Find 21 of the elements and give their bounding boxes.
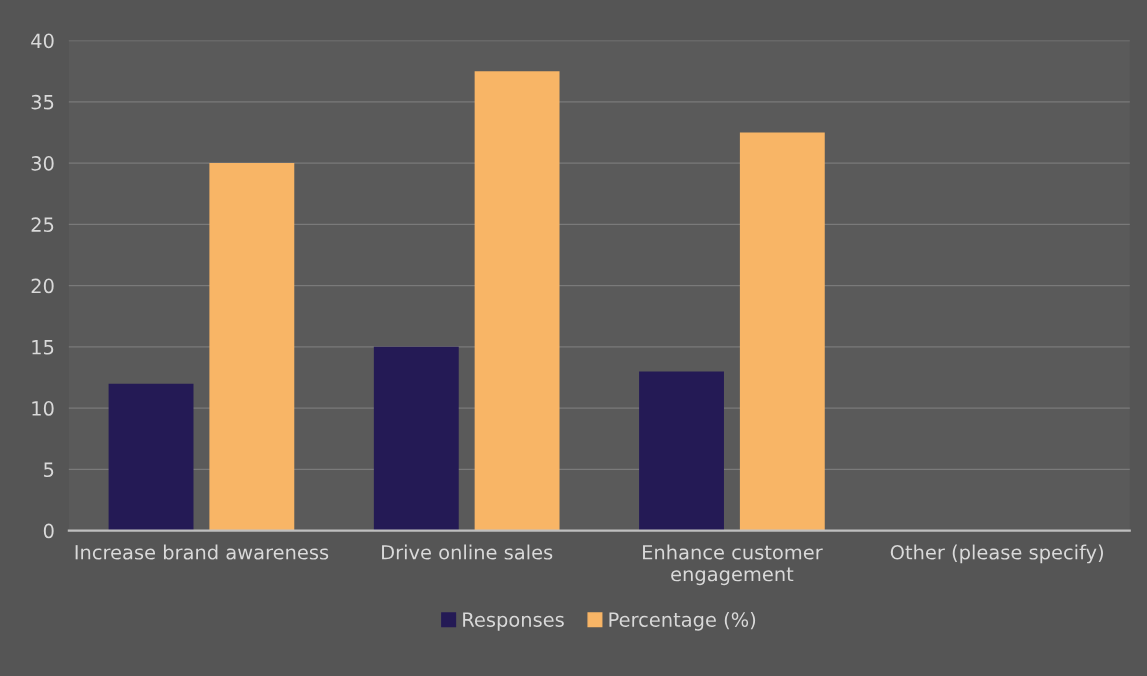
bar (474, 71, 560, 531)
legend-label: Responses (463, 612, 564, 631)
bar (739, 132, 825, 531)
y-tick-label: 5 (44, 462, 54, 478)
x-tick-label: Enhance customer engagement (643, 544, 823, 586)
y-tick-label: 25 (31, 217, 54, 233)
x-tick-label: Other (please specify) (890, 544, 1103, 564)
bar (108, 383, 194, 531)
y-tick-label: 30 (31, 156, 54, 171)
y-tick-label: 15 (32, 340, 54, 355)
y-tick-label: 0 (43, 523, 54, 539)
y-tick-label: 10 (32, 401, 54, 416)
bar (373, 346, 459, 531)
y-tick-label: 40 (31, 33, 54, 49)
legend-label: Percentage (%) (609, 611, 756, 631)
bar (639, 371, 724, 531)
y-tick-label: 20 (31, 278, 54, 294)
x-tick-label: Increase brand awareness (75, 544, 329, 560)
y-tick-label: 35 (31, 94, 54, 110)
bar (209, 163, 295, 531)
x-tick-label: Drive online sales (382, 544, 553, 560)
